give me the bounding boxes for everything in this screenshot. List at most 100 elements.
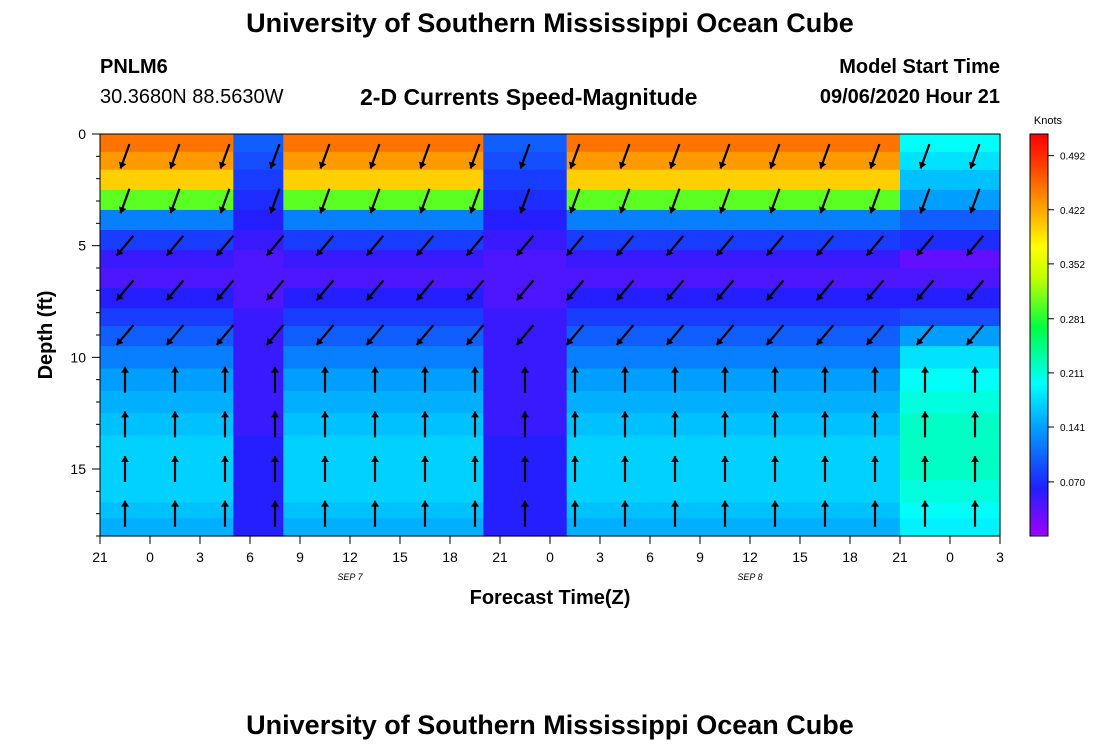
heatmap-cell <box>316 518 334 537</box>
heatmap-cell <box>450 169 468 191</box>
heatmap-cell <box>683 326 701 347</box>
heatmap-cell <box>816 250 834 269</box>
heatmap-cell <box>633 209 651 231</box>
heatmap-cell <box>683 413 701 437</box>
heatmap-cell <box>900 308 918 327</box>
heatmap-cell <box>700 230 718 251</box>
heatmap-cell <box>983 288 1001 309</box>
heatmap-cell <box>600 134 618 153</box>
heatmap-cell <box>250 390 268 414</box>
heatmap-cell <box>250 346 268 370</box>
heatmap-cell <box>483 209 501 231</box>
heatmap-cell <box>233 518 251 537</box>
y-axis-label: Depth (ft) <box>35 291 57 380</box>
vector-arrowhead <box>968 161 977 169</box>
heatmap-cell <box>633 368 651 392</box>
heatmap-cell <box>666 209 684 231</box>
vector-arrowhead <box>368 206 377 214</box>
heatmap-cell <box>400 457 418 481</box>
heatmap-cell <box>383 435 401 459</box>
heatmap-cell <box>766 209 784 231</box>
heatmap-cell <box>150 308 168 327</box>
heatmap-cell <box>133 169 151 191</box>
heatmap-cell <box>916 209 934 231</box>
heatmap-cell <box>800 288 818 309</box>
heatmap-cell <box>116 435 134 459</box>
heatmap-cell <box>900 502 918 519</box>
heatmap-cell <box>233 390 251 414</box>
heatmap-cell <box>833 326 851 347</box>
vector-arrowhead <box>916 293 924 301</box>
heatmap-cell <box>350 288 368 309</box>
heatmap-cell <box>383 288 401 309</box>
heatmap-cell <box>100 326 118 347</box>
heatmap-cell <box>250 480 268 504</box>
heatmap-cell <box>550 502 568 519</box>
heatmap-cell <box>400 151 418 171</box>
heatmap-cell <box>950 134 968 153</box>
heatmap-cell <box>416 134 434 153</box>
current-vectors <box>115 143 985 527</box>
heatmap-cell <box>800 189 818 211</box>
heatmap-cell <box>850 250 868 269</box>
heatmap-cell <box>216 480 234 504</box>
heatmap-cell <box>233 308 251 327</box>
heatmap-cell <box>616 169 634 191</box>
x-tick-label: 9 <box>696 549 704 565</box>
heatmap-cell <box>316 346 334 370</box>
heatmap-cell <box>816 435 834 459</box>
heatmap-cell <box>983 189 1001 211</box>
heatmap-cell <box>916 134 934 153</box>
heatmap-cell <box>266 268 284 289</box>
heatmap-cell <box>916 480 934 504</box>
heatmap-cell <box>716 134 734 153</box>
heatmap-cell <box>566 390 584 414</box>
heatmap-cell <box>266 169 284 191</box>
heatmap-cell <box>533 480 551 504</box>
heatmap-cell <box>466 346 484 370</box>
vector-arrowhead <box>816 293 824 301</box>
heatmap-cell <box>650 308 668 327</box>
heatmap-cell <box>100 502 118 519</box>
vector-arrowhead <box>221 456 229 462</box>
vector-arrowhead <box>566 337 574 345</box>
heatmap-cell <box>166 288 184 309</box>
heatmap-cell <box>833 435 851 459</box>
heatmap-cell <box>600 326 618 347</box>
heatmap-cell <box>216 250 234 269</box>
heatmap-cell <box>450 502 468 519</box>
heatmap-cell <box>233 134 251 153</box>
heatmap-cell <box>916 230 934 251</box>
heatmap-cell <box>716 250 734 269</box>
heatmap-cell <box>516 250 534 269</box>
heatmap-cell <box>483 268 501 289</box>
heatmap-cell <box>283 134 301 153</box>
heatmap-cell <box>600 435 618 459</box>
heatmap-cell <box>350 368 368 392</box>
heatmap-cell <box>783 457 801 481</box>
vector-arrowhead <box>721 500 729 507</box>
x-tick-label: 12 <box>742 549 758 565</box>
heatmap-cell <box>600 288 618 309</box>
heatmap-cell <box>933 346 951 370</box>
heatmap-cell <box>950 230 968 251</box>
vector-arrowhead <box>621 366 629 373</box>
heatmap-cell <box>150 250 168 269</box>
heatmap-cell <box>400 413 418 437</box>
heatmap-cell <box>883 209 901 231</box>
heatmap-cell <box>250 268 268 289</box>
heatmap-cell <box>650 250 668 269</box>
heatmap-cell <box>383 308 401 327</box>
heatmap-cell <box>700 502 718 519</box>
heatmap-cell <box>616 288 634 309</box>
vector-arrowhead <box>971 411 979 418</box>
heatmap-cell <box>200 326 218 347</box>
vector-arrowhead <box>618 161 627 169</box>
heatmap-cell <box>933 502 951 519</box>
heatmap-cell <box>216 346 234 370</box>
heatmap-cell <box>600 480 618 504</box>
vector-arrowhead <box>671 366 679 373</box>
heatmap-cell <box>983 326 1001 347</box>
heatmap-cell <box>750 502 768 519</box>
vector-arrowhead <box>971 500 979 507</box>
